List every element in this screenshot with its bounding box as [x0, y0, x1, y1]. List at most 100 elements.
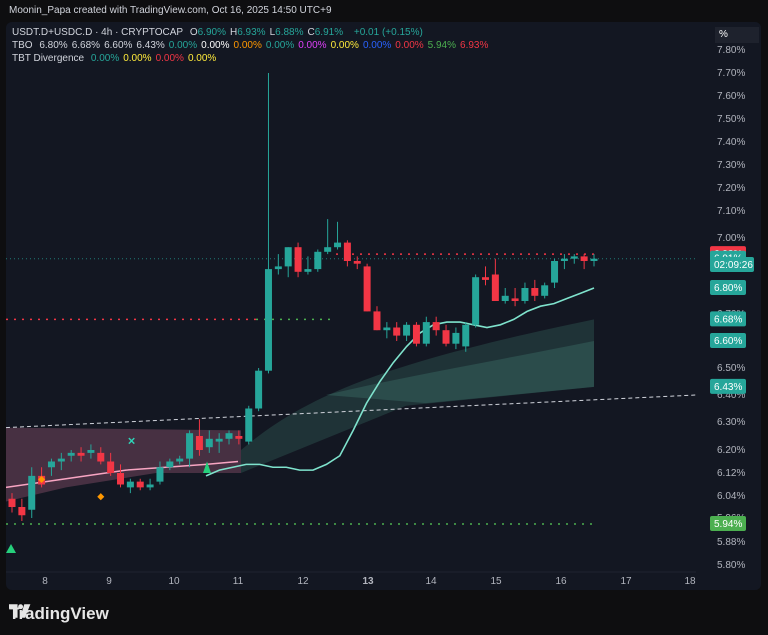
- y-tick-label: 5.88%: [717, 537, 745, 548]
- candle-body: [353, 261, 361, 264]
- x-tick-label: 9: [106, 576, 112, 587]
- candle-body: [422, 322, 430, 344]
- candle-body: [215, 438, 223, 442]
- tbo-cloud-inner: [326, 341, 594, 404]
- candle-body: [77, 452, 85, 456]
- price-label: 6.43%: [714, 382, 742, 393]
- candle-body: [551, 261, 559, 283]
- x-signal-icon: ✕: [127, 436, 135, 447]
- tbo-fast-line: [205, 287, 595, 477]
- candle-body: [481, 277, 489, 280]
- candle-body: [8, 498, 16, 507]
- divergence-value: 0.00%: [90, 53, 120, 64]
- axis-unit-button[interactable]: %: [715, 27, 759, 43]
- candle-body: [442, 330, 450, 344]
- divergence-value: 0.00%: [155, 53, 184, 64]
- y-tick-label: 5.80%: [717, 560, 745, 571]
- candle-body: [205, 438, 213, 448]
- y-tick-label: 7.30%: [717, 160, 745, 171]
- change-value: +0.01 (+0.15%): [353, 27, 423, 38]
- candle-body: [521, 288, 529, 301]
- candle-body: [570, 256, 578, 259]
- tbo-value: 6.43%: [136, 40, 165, 51]
- tbo-legend[interactable]: TBO 6.80% 6.68% 6.60% 6.43% 0.00% 0.00% 0.00% 0…: [12, 40, 496, 51]
- diamond-marker-icon: [97, 493, 105, 501]
- price-label: 5.94%: [714, 519, 742, 530]
- tbo-label[interactable]: TBO: [12, 40, 33, 51]
- price-axis-bg[interactable]: [696, 22, 761, 590]
- tbo-value: 0.00%: [201, 40, 230, 51]
- candle-body: [117, 473, 125, 485]
- brand-name: TradingView: [9, 604, 109, 623]
- candle-body: [580, 256, 588, 261]
- ohlc-value: 6.90%: [197, 27, 226, 38]
- candle-body: [324, 247, 332, 252]
- candle-body: [363, 266, 371, 312]
- candle-body: [383, 327, 391, 331]
- chart-frame[interactable]: 7.80% 7.70% 7.60% 7.50% 7.40% 7.30% 7.20% 7.10%…: [6, 22, 761, 590]
- price-label: 6.80%: [714, 283, 742, 294]
- symbol-legend[interactable]: USDT.D+USDC.D · 4h · CRYPTOCAP O6.90% H6.…: [12, 27, 427, 38]
- divergence-legend[interactable]: TBT Divergence 0.00% 0.00% 0.00% 0.00%: [12, 53, 224, 64]
- candle-body: [67, 452, 75, 456]
- candle-body: [294, 247, 302, 272]
- candle-body: [541, 285, 549, 296]
- tbo-value: 0.00%: [168, 40, 198, 51]
- tbo-values: 6.80% 6.68% 6.60% 6.43% 0.00% 0.00% 0.00% 0.00%…: [39, 40, 492, 51]
- candle-body: [166, 461, 174, 468]
- candle-body: [126, 481, 134, 488]
- tbo-value: 0.00%: [233, 40, 262, 51]
- price-label-bg: [710, 333, 746, 348]
- candle-body: [343, 242, 351, 261]
- x-tick-label: 15: [490, 576, 502, 587]
- divergence-value: 0.00%: [123, 53, 152, 64]
- candle-body: [235, 436, 243, 439]
- small-triangle-icon: [203, 461, 211, 473]
- tbo-value: 0.00%: [362, 40, 392, 51]
- candle-body: [373, 311, 381, 331]
- tradingview-logo-icon: [9, 604, 31, 618]
- x-tick-label: 14: [425, 576, 437, 587]
- candle-body: [304, 269, 312, 272]
- candle-body: [284, 247, 292, 267]
- candle-body: [225, 433, 233, 439]
- divergence-label[interactable]: TBT Divergence: [12, 53, 85, 64]
- y-tick-label: 6.50%: [717, 363, 745, 374]
- candle-body: [590, 258, 598, 261]
- tradingview-logo[interactable]: TradingView: [9, 604, 109, 624]
- y-tick-label: 7.20%: [717, 183, 745, 194]
- ohlc-key: C: [307, 27, 315, 38]
- divergence-value: 0.00%: [187, 53, 217, 64]
- y-tick-label: 6.04%: [717, 491, 745, 502]
- candle-body: [432, 322, 440, 331]
- candle-body: [156, 467, 164, 482]
- price-label-bg: [710, 311, 746, 327]
- y-tick-label: 7.80%: [717, 45, 745, 56]
- tbo-value: 6.68%: [71, 40, 101, 51]
- x-tick-label: 16: [555, 576, 567, 587]
- tbo-value: 0.00%: [395, 40, 424, 51]
- candle-body: [511, 298, 519, 301]
- divergence-values: 0.00% 0.00% 0.00% 0.00%: [91, 53, 220, 64]
- x-tick-label: 11: [233, 576, 244, 587]
- candle-body: [452, 332, 460, 344]
- candle-body: [264, 269, 272, 371]
- price-label-bg: [710, 378, 746, 394]
- symbol-label[interactable]: USDT.D+USDC.D · 4h · CRYPTOCAP: [12, 27, 184, 38]
- tbo-value: 0.00%: [298, 40, 327, 51]
- y-tick-label: 7.50%: [717, 114, 745, 125]
- candle-body: [334, 242, 342, 248]
- ohlc-key: O: [189, 27, 198, 38]
- ohlc-value: 6.91%: [314, 27, 344, 38]
- y-tick-label: 7.00%: [717, 233, 745, 244]
- price-label: 6.68%: [714, 314, 742, 325]
- candle-body: [274, 266, 282, 270]
- ohlc-value: 6.88%: [275, 27, 304, 38]
- price-label: 02:09:26: [714, 260, 753, 271]
- price-chart[interactable]: 7.80% 7.70% 7.60% 7.50% 7.40% 7.30% 7.20% 7.10%…: [6, 22, 761, 590]
- tbo-value: 0.00%: [265, 40, 295, 51]
- candle-body: [472, 277, 480, 325]
- candle-body: [491, 274, 499, 301]
- candle-body: [28, 475, 36, 510]
- candle-body: [462, 324, 470, 347]
